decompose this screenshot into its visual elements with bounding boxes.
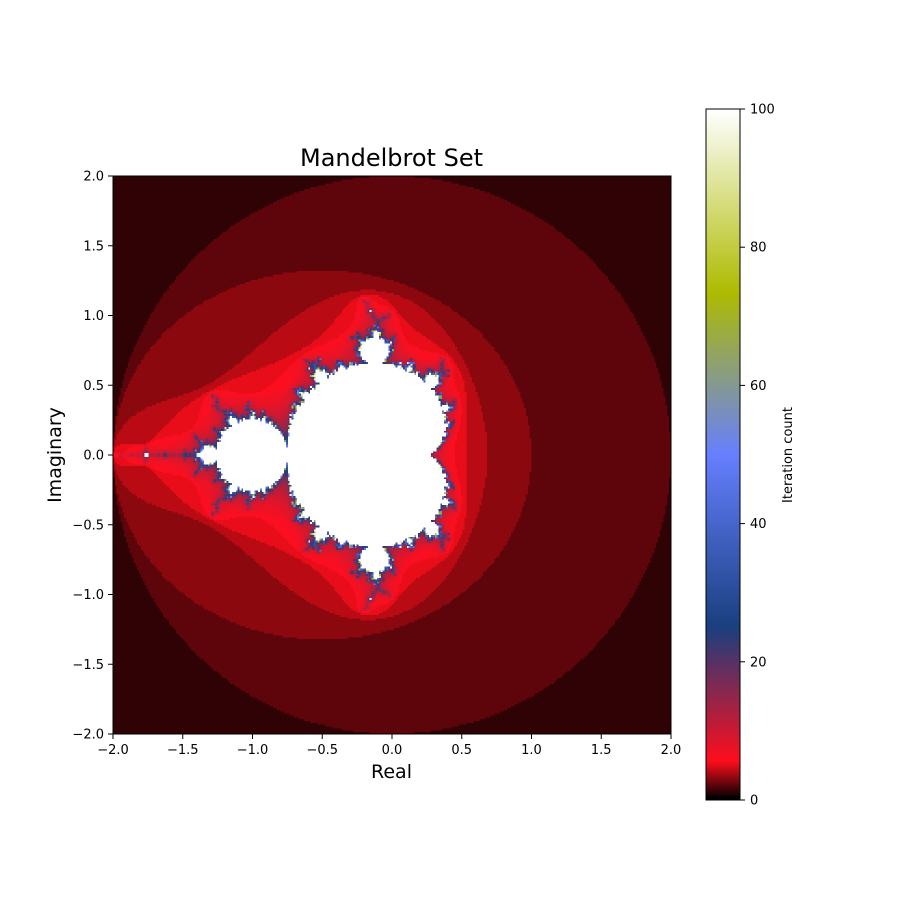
mandelbrot-heatmap [113, 176, 671, 734]
y-tick-label: 0.5 [83, 379, 104, 394]
colorbar-gradient [706, 109, 740, 800]
colorbar-axis: 0 20 40 60 80 100 [740, 103, 775, 809]
colorbar-tick-label: 40 [750, 517, 767, 532]
y-tick-label: −1.0 [72, 588, 104, 603]
colorbar: 0 20 40 60 80 100 Iteration count [705, 103, 796, 809]
plot-area [112, 175, 672, 735]
x-tick-label: 1.5 [591, 743, 612, 758]
x-tick-label: −2.0 [97, 743, 129, 758]
colorbar-frame [705, 108, 741, 801]
chart-title: Mandelbrot Set [300, 144, 483, 172]
x-axis-label: Real [371, 761, 412, 783]
y-tick-label: −0.5 [72, 518, 104, 533]
y-axis: −2.0 −1.5 −1.0 −0.5 0.0 0.5 1.0 1.5 2.0 [72, 170, 113, 743]
y-tick-label: −2.0 [72, 728, 104, 743]
colorbar-tick-label: 100 [750, 103, 775, 118]
y-tick-label: −1.5 [72, 658, 104, 673]
y-axis-label: Imaginary [44, 407, 66, 503]
y-tick-label: 1.0 [83, 309, 104, 324]
colorbar-tick-label: 80 [750, 241, 767, 256]
colorbar-label: Iteration count [781, 407, 796, 503]
y-tick-label: 0.0 [83, 449, 104, 464]
colorbar-tick-label: 20 [750, 655, 767, 670]
x-tick-label: −0.5 [306, 743, 338, 758]
colorbar-tick-label: 0 [750, 794, 758, 809]
x-tick-label: −1.0 [237, 743, 269, 758]
x-axis: −2.0 −1.5 −1.0 −0.5 0.0 0.5 1.0 1.5 2.0 [97, 734, 681, 758]
x-tick-label: −1.5 [167, 743, 199, 758]
x-tick-label: 2.0 [661, 743, 682, 758]
y-tick-label: 2.0 [83, 170, 104, 185]
x-tick-label: 0.0 [382, 743, 403, 758]
y-tick-label: 1.5 [83, 239, 104, 254]
x-tick-label: 1.0 [521, 743, 542, 758]
x-tick-label: 0.5 [451, 743, 472, 758]
colorbar-tick-label: 60 [750, 379, 767, 394]
